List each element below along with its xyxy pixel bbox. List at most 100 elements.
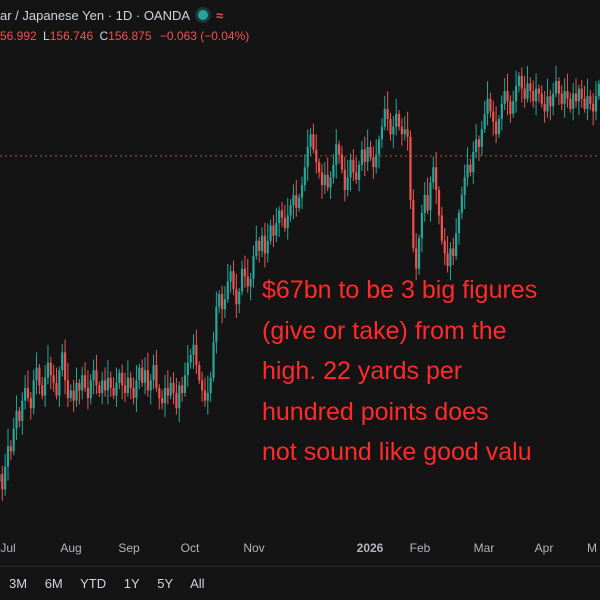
annotation-line: $67bn to be 3 big figures	[262, 276, 538, 304]
timeframe-6m[interactable]: 6M	[44, 576, 63, 591]
candle-body	[352, 159, 355, 173]
candle-body	[503, 91, 506, 104]
candle-body	[75, 382, 78, 401]
timeframe-all[interactable]: All	[190, 576, 205, 591]
wave-icon[interactable]: ≈	[216, 7, 224, 23]
candle-body	[220, 294, 224, 310]
timeframe-ytd[interactable]: YTD	[80, 576, 107, 591]
candle-body	[269, 225, 272, 241]
candle-body	[149, 380, 152, 391]
timeframe-3m[interactable]: 3M	[9, 576, 28, 591]
candle-body	[572, 93, 575, 109]
candle-body	[118, 372, 121, 383]
candle-body	[506, 91, 509, 102]
candle-body	[141, 367, 144, 383]
candle-body	[475, 139, 478, 153]
candle-body	[532, 91, 535, 102]
candle-body	[6, 446, 10, 467]
x-tick-label: Aug	[60, 541, 81, 555]
candle-body	[560, 93, 563, 104]
candle-body	[520, 75, 523, 89]
ohlc-legend: 56.992 L156.746 C156.875 −0.063 (−0.04%)	[0, 29, 249, 45]
candle-body	[580, 88, 583, 99]
x-tick-label: Apr	[535, 541, 554, 555]
candle-body	[132, 387, 135, 399]
candle-body	[175, 393, 178, 409]
candle-body	[420, 212, 423, 239]
candle-body	[198, 365, 201, 381]
candle-body	[423, 195, 426, 213]
candle-body	[529, 83, 532, 92]
candle-body	[406, 129, 409, 137]
candle-body	[509, 101, 512, 114]
candle-body	[435, 167, 438, 191]
close-value: 156.875	[108, 29, 152, 43]
candle-body	[486, 98, 489, 114]
low-key: L	[43, 29, 50, 43]
timeframe-bar: 3M 6M YTD 1Y 5Y All	[9, 576, 219, 594]
x-tick-label: Nov	[243, 541, 264, 555]
candle-body	[38, 367, 41, 386]
candle-body	[429, 182, 432, 211]
candle-body	[309, 134, 312, 147]
annotation-line: (give or take) from the	[262, 316, 507, 345]
candle-body	[0, 474, 1, 482]
candle-body	[355, 172, 358, 180]
candle-body	[497, 119, 501, 135]
timeframe-1y[interactable]: 1Y	[123, 576, 140, 591]
candle-body	[283, 217, 286, 229]
candle-body	[26, 387, 30, 399]
candle-body	[460, 195, 463, 213]
candle-body	[449, 248, 452, 267]
candle-body	[12, 428, 15, 452]
candle-body	[349, 159, 352, 178]
candle-body	[169, 382, 172, 396]
candle-body	[55, 382, 58, 396]
candle-body	[161, 398, 164, 404]
candle-body	[540, 93, 543, 104]
candle-body	[577, 88, 580, 102]
candle-body	[272, 225, 275, 236]
candle-body	[472, 152, 475, 173]
candle-body	[463, 177, 466, 196]
candle-body	[121, 372, 124, 386]
candle-body	[452, 248, 455, 257]
candle-body	[223, 299, 227, 310]
candle-body	[557, 80, 561, 94]
candle-body	[200, 380, 204, 391]
candle-body	[181, 385, 184, 394]
candle-body	[81, 375, 84, 391]
candle-body	[263, 235, 266, 254]
candle-body	[343, 169, 346, 191]
candle-body	[338, 144, 341, 155]
candle-body	[372, 157, 375, 168]
candle-body	[106, 377, 109, 391]
candle-body	[243, 268, 247, 277]
symbol-title[interactable]: ar / Japanese Yen · 1D · OANDA	[0, 7, 191, 23]
timeframe-5y[interactable]: 5Y	[157, 576, 174, 591]
candle-body	[43, 377, 47, 396]
candle-body	[300, 184, 304, 198]
candle-body	[286, 215, 289, 229]
candle-body	[440, 215, 443, 241]
candle-body	[1, 474, 4, 490]
candle-body	[592, 103, 595, 112]
candle-body	[332, 164, 335, 178]
candle-body	[340, 154, 344, 170]
candle-body	[597, 83, 600, 97]
candle-body	[41, 385, 44, 396]
candle-body	[480, 129, 483, 147]
candle-body	[346, 177, 349, 191]
candle-body	[178, 385, 181, 409]
candle-body	[366, 146, 369, 163]
candle-body	[397, 113, 401, 127]
candle-body	[549, 96, 552, 107]
candle-body	[432, 167, 435, 183]
candle-body	[392, 126, 395, 135]
x-tick-label: M	[587, 541, 597, 555]
candle-body	[101, 380, 104, 394]
candle-body	[280, 210, 284, 218]
candle-body	[446, 253, 449, 267]
candle-body	[574, 93, 578, 102]
